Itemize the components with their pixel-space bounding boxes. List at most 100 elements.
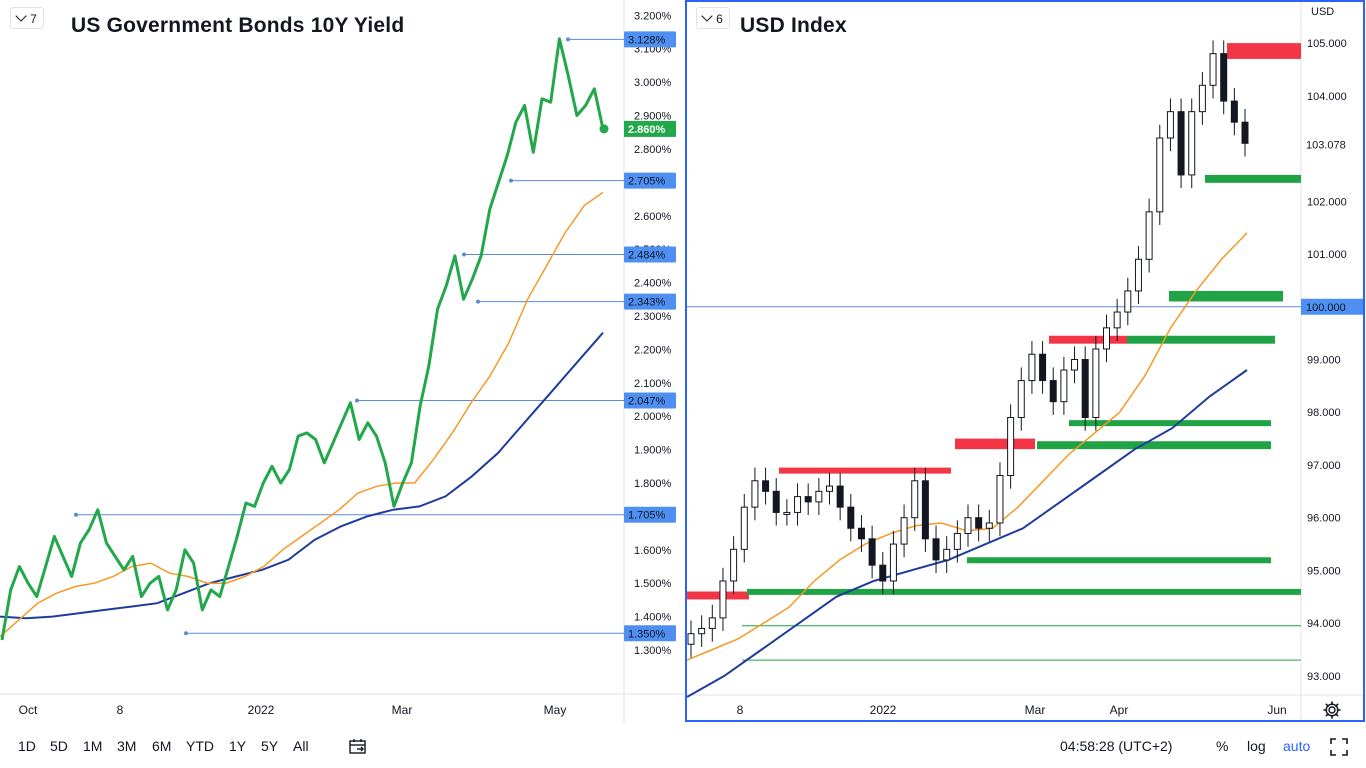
range-6m-button[interactable]: 6M [152,738,172,754]
usd-candle-body [794,496,802,513]
usd-candle-body [1039,353,1047,382]
range-5y-button[interactable]: 5Y [261,738,279,754]
yield-chart-pane[interactable]: 3.200%3.100%3.000%2.900%2.800%2.600%2.50… [0,0,684,724]
yield-x-tick: May [544,703,567,717]
log-toggle[interactable]: log [1247,738,1266,754]
usd-support-zone [1205,174,1301,183]
range-all-button[interactable]: All [293,738,309,754]
yield-y-tick: 1.400% [634,612,672,624]
usd-candle-body [1209,53,1217,86]
yield-y-tick: 1.300% [634,645,672,657]
yield-y-tick: 2.300% [634,311,672,323]
usd-support-zone [1037,441,1271,450]
usd-candle-body [1198,84,1206,113]
yield-y-tick: 3.000% [634,77,672,89]
range-1d-button[interactable]: 1D [18,738,36,754]
yield-y-tick: 2.800% [634,144,672,156]
usd-y-tick: 105.000 [1307,38,1347,50]
yield-y-tick: 1.800% [634,478,672,490]
yield-y-tick: 2.000% [634,411,672,423]
usd-candle-body [1007,417,1015,477]
usd-candle-body [1028,353,1036,382]
auto-toggle[interactable]: auto [1283,738,1311,754]
usd-resistance-zone [779,467,951,474]
usd-candle-body [847,506,855,529]
yield-level-anchor [509,178,513,183]
yield-y-tick: 2.600% [634,211,672,223]
usd-candle-body [1145,211,1153,260]
usd-candle-body [1230,100,1238,123]
usd-level-label: 100.000 [1306,302,1346,314]
usd-candle-body [1124,290,1132,313]
usd-resistance-zone [1227,43,1301,59]
usd-chart-pane[interactable]: 105.000 104.000 102.000 101.000 99.000 98.000… [685,0,1365,722]
yield-y-tick: 1.600% [634,545,672,557]
usd-candle-body [740,506,748,550]
clock-timezone[interactable]: 04:58:28 (UTC+2) [1060,738,1173,754]
yield-y-tick: 1.900% [634,445,672,457]
usd-x-tick: Apr [1110,703,1129,717]
gear-icon[interactable] [1322,700,1342,720]
range-1y-button[interactable]: 1Y [229,738,247,754]
calendar-range-icon[interactable] [348,737,368,757]
usd-candle-body [1134,258,1142,292]
yield-collapse-toggle[interactable]: 7 [10,7,44,29]
usd-candle-body [1177,111,1185,176]
yield-chart-svg[interactable]: 3.200%3.100%3.000%2.900%2.800%2.600%2.50… [0,0,684,724]
usd-chart-svg[interactable]: 105.000 104.000 102.000 101.000 99.000 98.000… [687,2,1363,720]
usd-y-tick: 104.000 [1307,91,1347,103]
yield-level-label: 2.047% [628,395,666,407]
usd-candle-body [1188,111,1196,176]
usd-badge: 6 [716,12,723,26]
yield-level-anchor [476,299,480,304]
yield-level-label-bg [624,392,676,409]
usd-candle-body [953,533,961,550]
usd-candle-body [826,485,833,492]
usd-support-zone [1169,290,1283,302]
yield-ma-fast-line [0,191,604,638]
yield-x-tick: 2022 [248,703,275,717]
yield-level-label-bg [624,246,676,263]
yield-level-label-bg [624,172,676,189]
usd-collapse-toggle[interactable]: 6 [696,7,730,29]
range-ytd-button[interactable]: YTD [186,738,214,754]
usd-ma-slow-line [687,369,1248,698]
usd-candle-body [975,517,983,529]
yield-ma-slow-line [0,332,604,620]
usd-resistance-zone [1049,335,1127,344]
yield-level-label-bg [624,293,676,310]
usd-last-value-label: 103.078 [1306,139,1346,151]
yield-level-anchor [462,252,466,257]
usd-candle-body [1017,380,1025,419]
usd-resistance-zone [687,591,749,600]
usd-support-zone [747,588,1301,595]
yield-level-label-bg [624,31,676,48]
range-1m-button[interactable]: 1M [83,738,103,754]
range-3m-button[interactable]: 3M [117,738,137,754]
usd-candle-body [751,480,759,508]
yield-last-point [599,124,609,134]
usd-support-zone [967,557,1271,564]
yield-level-label: 2.343% [628,297,666,309]
usd-candle-body [815,490,823,503]
percent-toggle[interactable]: % [1216,738,1229,754]
usd-y-tick: 97.000 [1307,460,1341,472]
yield-level-label: 1.350% [628,628,666,640]
usd-candle-body [857,527,865,540]
usd-chart-title: USD Index [740,14,847,37]
yield-chart-title: US Government Bonds 10Y Yield [71,14,405,37]
usd-candle-body [868,538,876,566]
yield-x-tick: 8 [117,703,124,717]
yield-level-label: 2.484% [628,249,666,261]
yield-last-value-bg [624,120,676,137]
range-5d-button[interactable]: 5D [50,738,68,754]
usd-x-tick: 8 [737,703,744,717]
usd-candle-body [804,496,812,503]
yield-last-value-label: 2.860% [628,124,666,136]
usd-candle-body [932,538,940,561]
yield-level-anchor [566,37,570,42]
currency-selector[interactable]: USD [1311,6,1335,18]
yield-level-label: 3.128% [628,34,666,46]
usd-candle-body [687,633,695,645]
fullscreen-icon[interactable] [1329,737,1349,757]
